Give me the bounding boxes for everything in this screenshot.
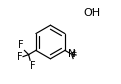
Text: F: F [17,52,23,62]
Text: F: F [30,61,36,71]
Text: +: + [70,48,77,57]
Text: OH: OH [83,8,100,18]
Text: F: F [18,40,24,50]
Text: N: N [68,49,75,59]
Text: ⁻: ⁻ [89,6,93,15]
